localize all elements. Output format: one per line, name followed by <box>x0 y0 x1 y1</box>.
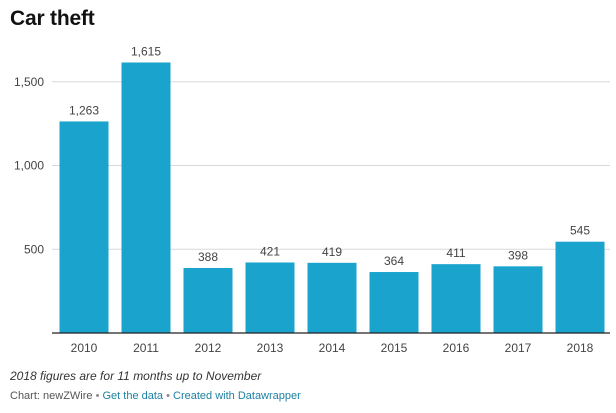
bar-value-label: 1,615 <box>131 44 161 58</box>
bar <box>369 272 419 333</box>
bar-chart: 500 1,000 1,500 1,263 1,615 388 421 419 364 411 3… <box>14 44 610 355</box>
bar-value-label: 411 <box>446 246 465 260</box>
bar-value-label: 419 <box>322 245 342 259</box>
bar <box>121 62 171 334</box>
y-tick-label: 1,500 <box>14 75 44 89</box>
bar-value-label: 398 <box>508 248 528 262</box>
bar-value-label: 388 <box>198 250 218 264</box>
bar-value-label: 545 <box>570 224 590 238</box>
bars <box>59 62 605 334</box>
x-tick-label: 2014 <box>319 341 346 355</box>
bar <box>493 266 543 333</box>
bar <box>555 241 605 333</box>
datawrapper-link[interactable]: Created with Datawrapper <box>173 390 301 402</box>
bar <box>245 262 295 333</box>
chart-credit: Chart: newZWire <box>10 390 93 402</box>
bar-value-labels: 1,263 1,615 388 421 419 364 411 398 545 <box>69 44 590 268</box>
x-tick-label: 2016 <box>443 341 470 355</box>
bar <box>307 262 357 333</box>
y-axis-tick-labels: 500 1,000 1,500 <box>14 75 44 257</box>
bar <box>183 268 233 333</box>
footer-separator: • <box>92 390 103 402</box>
chart-footer: Chart: newZWire • Get the data • Created… <box>10 390 301 402</box>
bar <box>431 264 481 333</box>
chart-note: 2018 figures are for 11 months up to Nov… <box>10 369 262 383</box>
x-tick-label: 2018 <box>567 341 594 355</box>
chart-title: Car theft <box>10 7 95 30</box>
x-tick-label: 2015 <box>381 341 408 355</box>
bar <box>59 121 109 333</box>
bar-value-label: 1,263 <box>69 103 99 117</box>
x-axis-tick-labels: 2010 2011 2012 2013 2014 2015 2016 2017 2018 <box>71 341 594 355</box>
get-data-link[interactable]: Get the data <box>102 390 164 402</box>
x-tick-label: 2017 <box>505 341 532 355</box>
x-tick-label: 2012 <box>195 341 222 355</box>
bar-value-label: 364 <box>384 254 404 268</box>
x-tick-label: 2011 <box>133 341 159 355</box>
x-tick-label: 2013 <box>257 341 284 355</box>
y-tick-label: 1,000 <box>14 159 44 173</box>
x-tick-label: 2010 <box>71 341 98 355</box>
bar-value-label: 421 <box>260 244 280 258</box>
y-tick-label: 500 <box>24 242 44 256</box>
footer-separator: • <box>163 390 174 402</box>
